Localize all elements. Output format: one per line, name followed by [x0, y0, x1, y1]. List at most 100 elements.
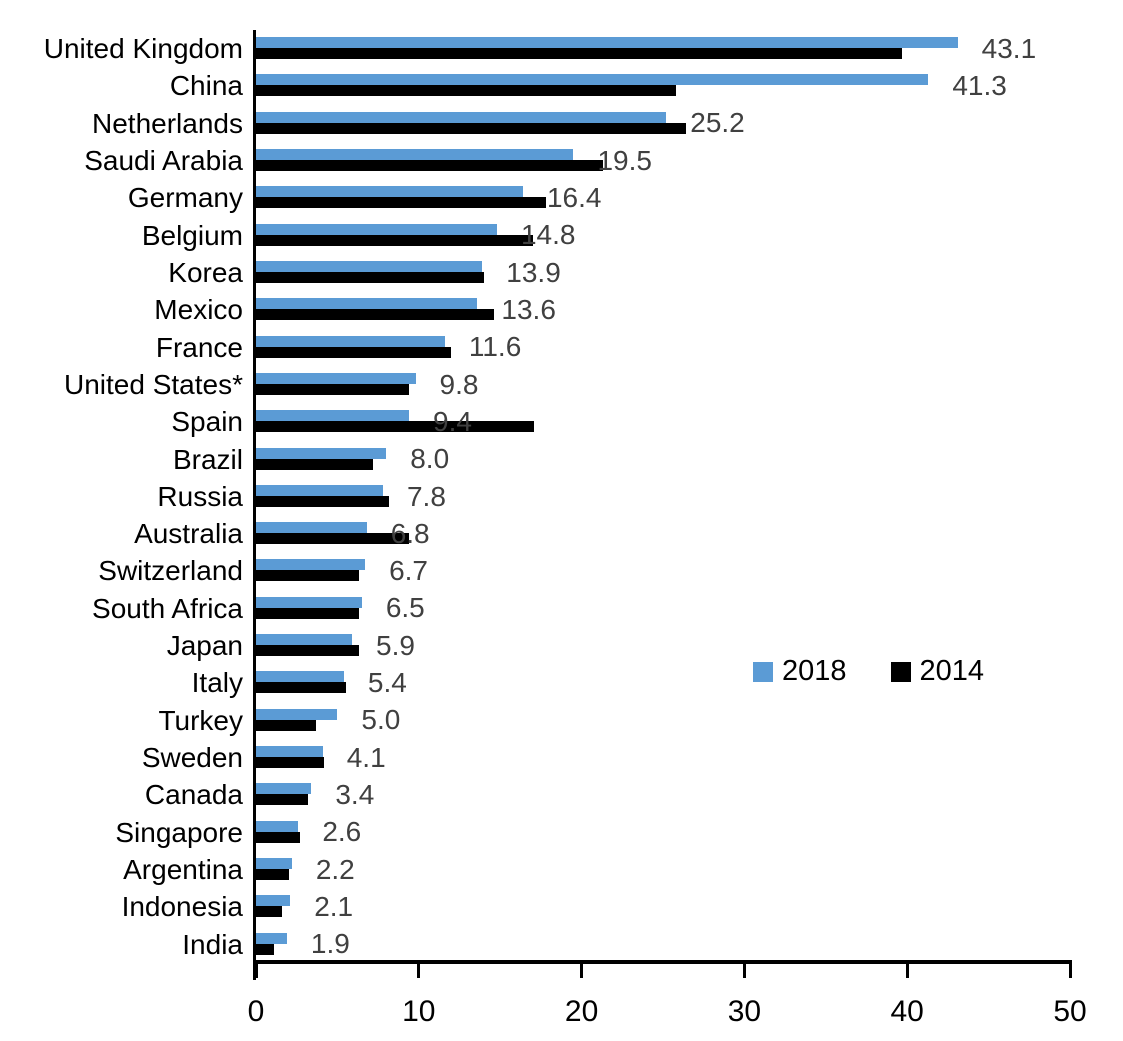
value-label-russia: 7.8	[406, 480, 446, 512]
x-axis-line	[253, 960, 1072, 964]
category-label-china: China	[169, 70, 243, 102]
x-tick-30	[742, 964, 746, 978]
value-label-japan: 5.9	[376, 629, 415, 661]
value-label-belgium: 14.8	[520, 219, 576, 251]
bar-2014-netherlands	[256, 122, 686, 134]
category-label-canada: Canada	[144, 779, 243, 811]
bar-2014-canada	[256, 794, 309, 806]
y-axis-line	[253, 30, 256, 980]
value-label-korea: 13.9	[506, 256, 561, 288]
bar-2018-japan	[256, 634, 353, 646]
value-label-united-kingdom: 43.1	[981, 32, 1037, 64]
x-tick-label-40: 40	[890, 995, 924, 1028]
bar-2014-japan	[256, 645, 359, 657]
bar-2014-australia	[256, 533, 410, 545]
value-label-france: 11.6	[468, 331, 522, 363]
value-label-germany: 16.4	[546, 181, 602, 213]
category-label-russia: Russia	[157, 480, 243, 512]
value-label-china: 41.3	[952, 69, 1007, 101]
bar-2018-france	[256, 335, 445, 347]
value-label-mexico: 13.6	[501, 293, 556, 325]
category-label-sweden: Sweden	[141, 742, 243, 774]
legend-item-2014: 2014	[890, 655, 985, 688]
bar-2014-indonesia	[256, 906, 283, 918]
bar-2014-united-states	[256, 383, 410, 395]
bar-2014-sweden	[256, 757, 325, 769]
bar-2014-germany	[256, 197, 546, 209]
category-label-belgium: Belgium	[141, 219, 243, 251]
bar-2018-switzerland	[256, 559, 366, 571]
bar-2018-spain	[256, 410, 410, 422]
legend-swatch-2014-icon	[890, 661, 911, 682]
value-label-brazil: 8.0	[410, 443, 450, 475]
bar-2018-argentina	[256, 858, 292, 870]
bar-2014-mexico	[256, 309, 494, 321]
value-label-india: 1.9	[310, 928, 350, 960]
bar-2014-spain	[256, 421, 535, 433]
bar-2018-indonesia	[256, 895, 291, 907]
bar-2014-belgium	[256, 234, 533, 246]
value-label-turkey: 5.0	[361, 704, 401, 736]
bar-2018-china	[256, 74, 929, 86]
bar-2018-brazil	[256, 447, 387, 459]
value-label-italy: 5.4	[367, 667, 407, 699]
x-tick-label-10: 10	[402, 995, 436, 1028]
category-label-switzerland: Switzerland	[98, 555, 243, 587]
category-label-united-kingdom: United Kingdom	[43, 33, 243, 64]
bar-2018-germany	[256, 186, 523, 198]
bar-2018-united-kingdom	[256, 37, 958, 48]
x-tick-10	[417, 964, 421, 978]
legend-item-2018: 2018	[753, 655, 847, 688]
x-tick-label-30: 30	[727, 995, 762, 1028]
bar-2018-south-africa	[256, 596, 362, 608]
bar-2014-india	[256, 943, 274, 955]
category-label-singapore: Singapore	[115, 816, 243, 848]
category-label-indonesia: Indonesia	[121, 891, 243, 923]
x-tick-20	[580, 964, 584, 978]
category-label-turkey: Turkey	[158, 704, 243, 736]
bar-2014-argentina	[256, 869, 289, 881]
bar-2018-mexico	[256, 298, 478, 310]
category-label-spain: Spain	[171, 406, 243, 438]
bar-2018-canada	[256, 783, 312, 795]
category-label-netherlands: Netherlands	[92, 107, 243, 139]
value-label-netherlands: 25.2	[690, 107, 745, 139]
category-label-korea: Korea	[168, 256, 243, 288]
bar-2018-united-states	[256, 372, 416, 384]
value-label-spain: 9.4	[433, 405, 472, 437]
bar-2014-south-africa	[256, 607, 359, 619]
bar-2014-switzerland	[256, 570, 359, 582]
bar-2018-india	[256, 932, 287, 944]
value-label-canada: 3.4	[335, 779, 375, 811]
bar-2014-brazil	[256, 458, 374, 470]
category-label-italy: Italy	[191, 667, 243, 699]
x-tick-40	[905, 964, 909, 978]
value-label-sweden: 4.1	[346, 741, 386, 773]
category-label-australia: Australia	[134, 518, 243, 550]
category-label-argentina: Argentina	[123, 854, 243, 886]
category-label-mexico: Mexico	[154, 294, 243, 326]
bar-2014-france	[256, 346, 452, 358]
bar-2014-saudi-arabia	[256, 159, 603, 171]
bar-2014-china	[256, 85, 677, 97]
bar-2018-korea	[256, 260, 483, 272]
bar-2018-singapore	[256, 820, 299, 832]
bar-2014-korea	[256, 271, 484, 283]
value-label-argentina: 2.2	[315, 853, 355, 885]
x-tick-50	[1068, 964, 1072, 978]
bar-2018-turkey	[256, 708, 338, 720]
x-tick-label-20: 20	[564, 995, 599, 1028]
x-tick-label-50: 50	[1053, 995, 1087, 1028]
value-label-united-states: 9.8	[439, 368, 479, 400]
x-tick-label-0: 0	[247, 995, 265, 1028]
bar-2018-belgium	[256, 223, 497, 235]
bar-2014-turkey	[256, 719, 317, 731]
category-label-south-africa: South Africa	[92, 592, 243, 624]
bar-2014-singapore	[256, 831, 300, 843]
legend-label-2014: 2014	[919, 655, 985, 687]
value-label-indonesia: 2.1	[314, 891, 354, 923]
x-tick-0	[254, 964, 258, 978]
bar-2018-russia	[256, 484, 383, 496]
legend-swatch-2018-icon	[753, 661, 773, 682]
category-label-france: France	[155, 331, 243, 363]
